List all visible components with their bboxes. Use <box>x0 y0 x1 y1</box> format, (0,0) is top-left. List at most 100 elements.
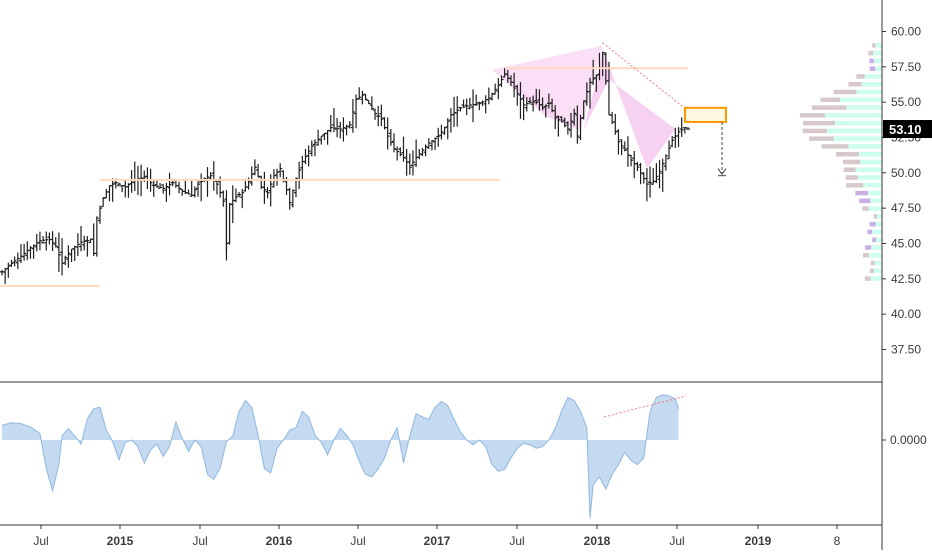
ohlc-bar <box>613 113 618 135</box>
volume-bar-down <box>799 113 825 118</box>
ohlc-bar <box>556 115 561 137</box>
ohlc-bar <box>366 99 371 105</box>
ohlc-bar <box>464 98 469 116</box>
ohlc-bar <box>233 188 238 203</box>
ohlc-bar <box>72 245 77 262</box>
ohlc-bar <box>161 184 166 194</box>
volume-bar-up <box>858 151 882 157</box>
y-tick-label: 47.50 <box>891 201 921 215</box>
ohlc-bar <box>309 140 314 157</box>
ohlc-bar <box>126 183 131 198</box>
ohlc-bar <box>379 104 384 127</box>
volume-bar-up <box>855 167 882 173</box>
volume-bar-up <box>872 229 882 235</box>
ohlc-bar <box>461 99 466 109</box>
volume-bar-up <box>875 237 882 242</box>
ohlc-bar <box>575 105 580 144</box>
ohlc-bar <box>199 173 204 202</box>
volume-bar-up <box>873 268 882 274</box>
ohlc-bar <box>686 127 690 130</box>
x-tick-label: Jul <box>350 534 365 548</box>
ohlc-bar <box>344 124 349 136</box>
target-box <box>684 106 727 123</box>
ohlc-bar <box>553 105 558 130</box>
ohlc-bar <box>192 186 197 198</box>
trend-line-dotted <box>602 42 687 110</box>
ohlc-bar <box>682 127 687 134</box>
volume-bar-up <box>833 136 882 141</box>
volume-bar-up <box>874 260 882 266</box>
ohlc-bar <box>252 159 257 176</box>
ohlc-bar <box>410 150 415 176</box>
volume-bar-down <box>809 136 834 141</box>
ohlc-bar <box>676 127 681 148</box>
ohlc-bar <box>145 167 150 190</box>
volume-bar-up <box>846 105 882 110</box>
ohlc-bar <box>60 238 65 276</box>
ohlc-bar <box>101 196 106 208</box>
volume-bar-up <box>864 74 882 79</box>
ohlc-bar <box>654 163 659 184</box>
ohlc-bar <box>423 144 428 157</box>
ohlc-bar <box>319 135 324 145</box>
ohlc-bar <box>543 104 548 118</box>
volume-bar-down <box>864 276 871 281</box>
ohlc-bar <box>524 97 529 112</box>
volume-bar-down <box>820 97 841 103</box>
volume-bar-down <box>859 198 871 204</box>
volume-bar-up <box>868 253 882 258</box>
volume-bar-up <box>872 50 882 56</box>
ohlc-bar <box>227 202 232 245</box>
volume-bar-down <box>856 74 865 79</box>
ohlc-bar <box>116 182 121 187</box>
y-tick-label: 60.00 <box>891 25 921 39</box>
volume-bar-down <box>855 190 868 196</box>
ohlc-bar <box>467 97 472 110</box>
ohlc-bar <box>123 179 128 198</box>
ohlc-bar <box>452 96 457 127</box>
y-tick-label: 50.00 <box>891 166 921 180</box>
volume-bar-up <box>824 113 882 118</box>
harmonic-xabcd-fill <box>583 48 676 169</box>
ohlc-bar <box>477 101 482 111</box>
ohlc-bar <box>663 154 668 171</box>
volume-bar-down <box>870 260 875 266</box>
ohlc-bar <box>521 94 526 121</box>
x-tick-label: 2016 <box>266 534 293 548</box>
volume-bar-up <box>856 89 882 95</box>
ohlc-bar <box>3 267 8 284</box>
ohlc-bar <box>648 166 653 198</box>
ohlc-bar <box>9 259 14 267</box>
volume-bar-up <box>870 198 882 204</box>
x-tick-label: 2015 <box>107 534 134 548</box>
ohlc-bar <box>44 231 49 251</box>
ohlc-bar <box>256 163 261 178</box>
x-tick-label: 2018 <box>584 534 611 548</box>
ohlc-bar <box>376 105 381 127</box>
ohlc-bar <box>205 167 210 197</box>
ohlc-bar <box>350 99 355 133</box>
volume-bar-up <box>840 97 882 103</box>
ohlc-bar <box>15 252 20 269</box>
ohlc-bar <box>635 161 640 172</box>
ohlc-bar <box>110 178 115 202</box>
ohlc-bar <box>562 117 567 128</box>
ohlc-bar <box>546 93 551 109</box>
ohlc-bar <box>360 90 365 105</box>
ohlc-bar <box>436 127 441 147</box>
ohlc-bar <box>306 145 311 167</box>
volume-bar-up <box>868 206 882 211</box>
ohlc-bar <box>591 59 596 85</box>
ohlc-bar <box>183 178 188 195</box>
ohlc-bar <box>442 126 447 135</box>
ohlc-bar <box>512 72 517 98</box>
ohlc-bar <box>559 116 564 123</box>
ohlc-bar <box>347 121 352 129</box>
volume-bar-down <box>803 120 835 126</box>
volume-bar-down <box>869 66 876 71</box>
ohlc-bar <box>278 163 283 178</box>
volume-bar-down <box>873 214 877 219</box>
ohlc-bar <box>445 118 450 140</box>
x-tick-label: 8 <box>834 534 841 548</box>
volume-bar-down <box>869 58 874 64</box>
